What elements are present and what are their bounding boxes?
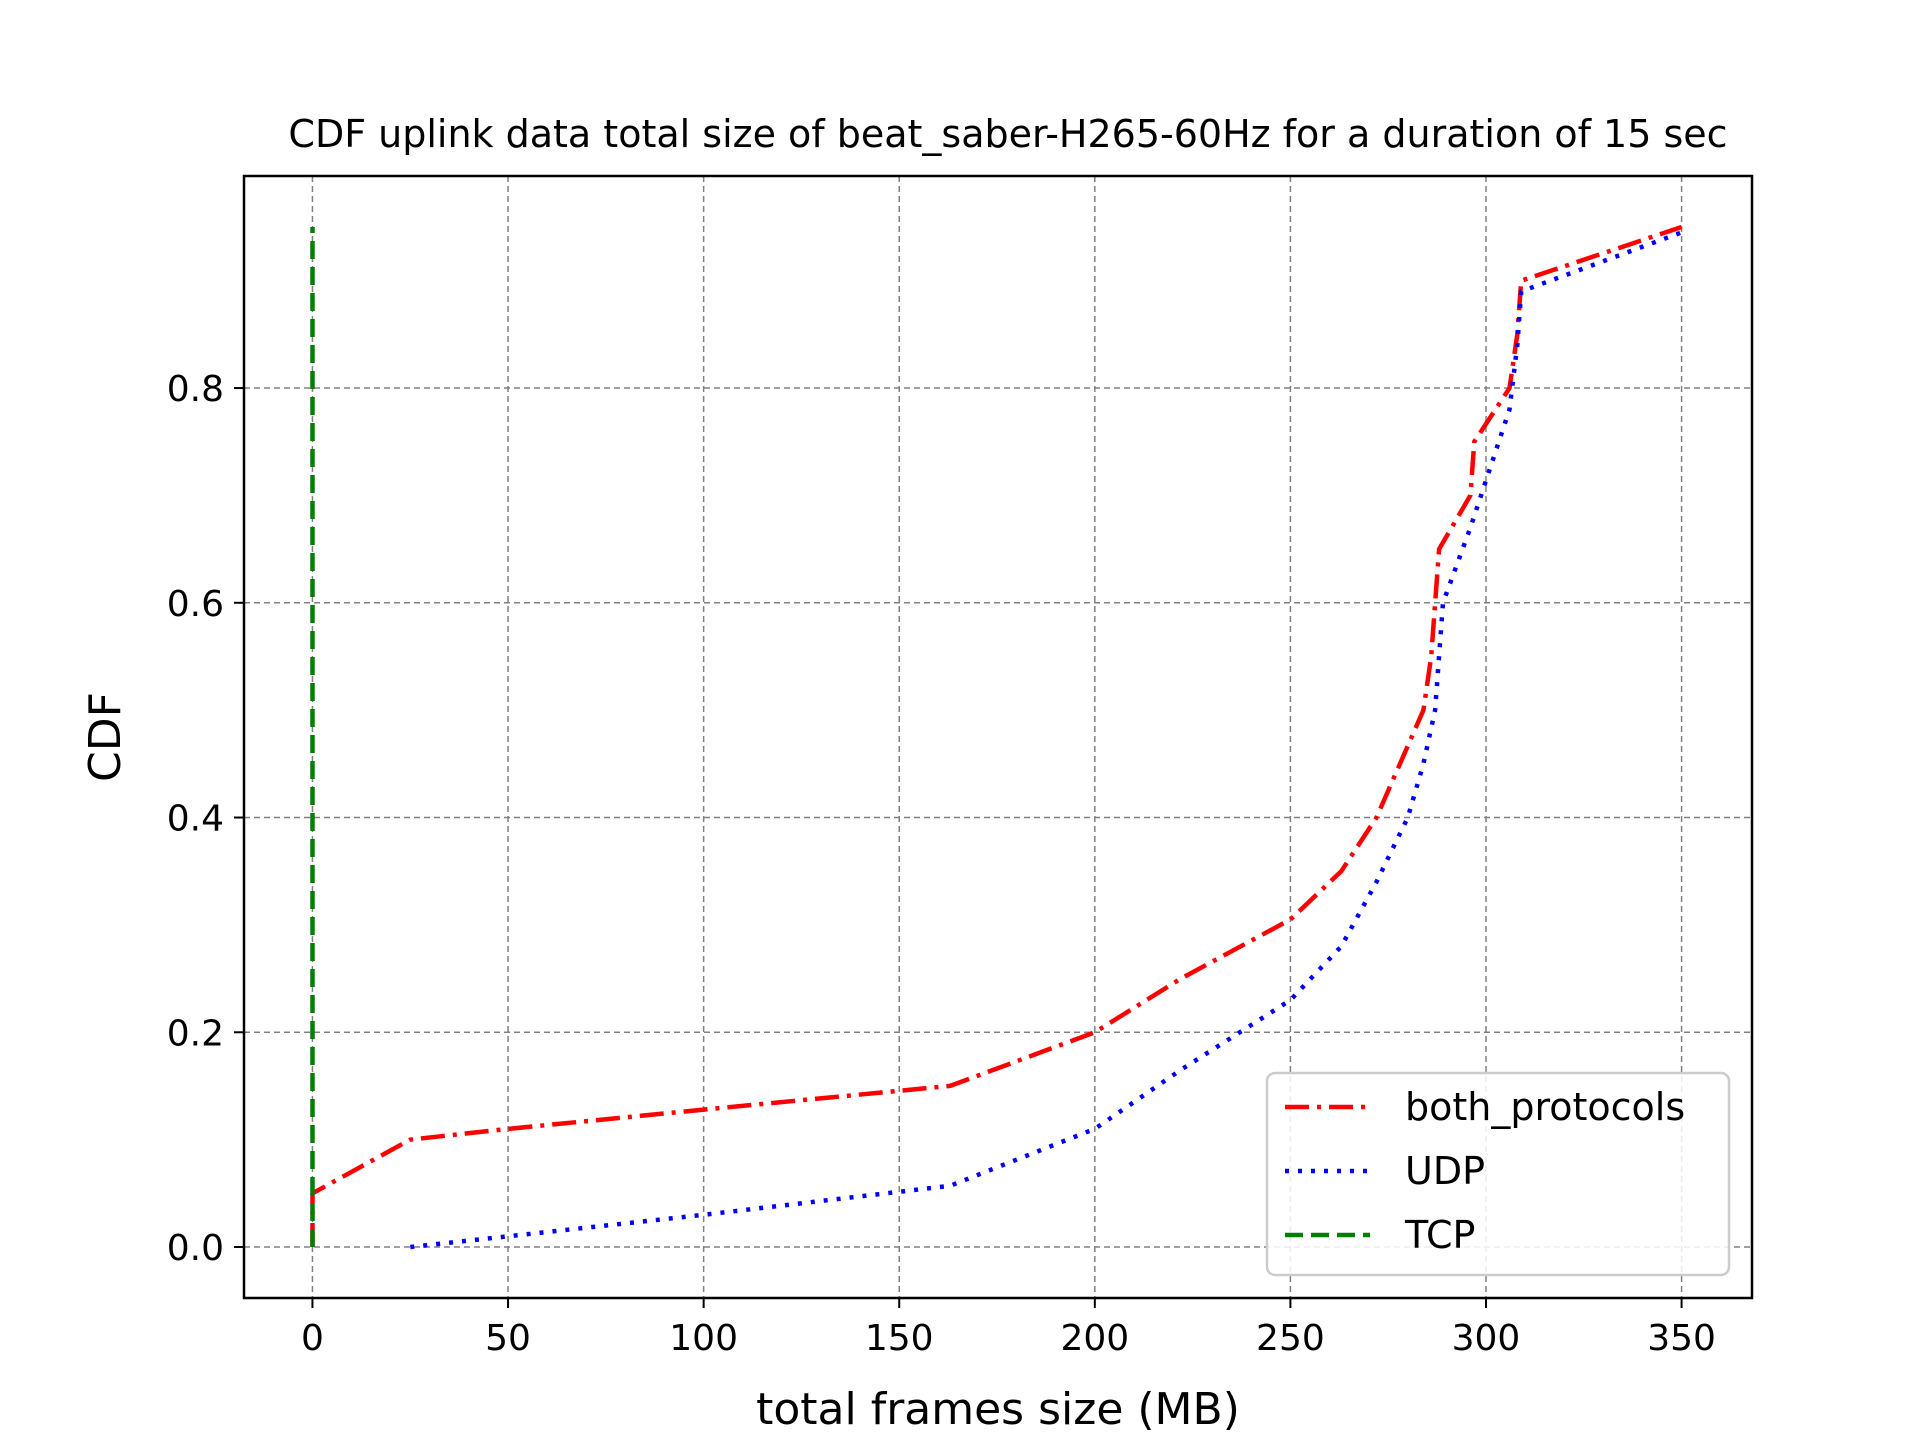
series-layer — [310, 224, 1683, 1250]
x-tick-label: 300 — [1452, 1318, 1521, 1359]
plot-frame — [242, 174, 1754, 1300]
x-tick-label: 350 — [1647, 1318, 1716, 1359]
x-tick-label: 50 — [485, 1318, 531, 1359]
legend-label: TCP — [1404, 1213, 1475, 1257]
x-tick-label: 150 — [865, 1318, 934, 1359]
x-tick-label: 250 — [1256, 1318, 1325, 1359]
y-axis-label: CDF — [80, 692, 131, 782]
y-tick-label: 0.0 — [167, 1228, 224, 1269]
y-tick-label: 0.2 — [167, 1013, 224, 1054]
y-tick-label: 0.6 — [167, 584, 224, 625]
x-tick-label: 0 — [301, 1318, 324, 1359]
y-axis-ticks: 0.0 0.2 0.4 0.6 0.8 — [167, 369, 244, 1269]
legend-box — [1265, 1071, 1731, 1277]
x-axis-label: total frames size (MB) — [756, 1384, 1240, 1435]
x-axis-ticks: 0 50 100 150 200 250 300 350 — [301, 1298, 1716, 1359]
x-tick-label: 100 — [669, 1318, 738, 1359]
y-tick-label: 0.4 — [167, 799, 224, 840]
legend: both_protocols UDP TCP — [1265, 1071, 1731, 1277]
y-tick-label: 0.8 — [167, 369, 224, 410]
series-line-both-protocols — [310, 224, 1683, 1247]
x-tick-label: 200 — [1060, 1318, 1129, 1359]
chart-title: CDF uplink data total size of beat_saber… — [288, 112, 1727, 156]
grid — [244, 176, 1752, 1298]
legend-label: both_protocols — [1405, 1085, 1685, 1129]
legend-label: UDP — [1405, 1149, 1485, 1193]
